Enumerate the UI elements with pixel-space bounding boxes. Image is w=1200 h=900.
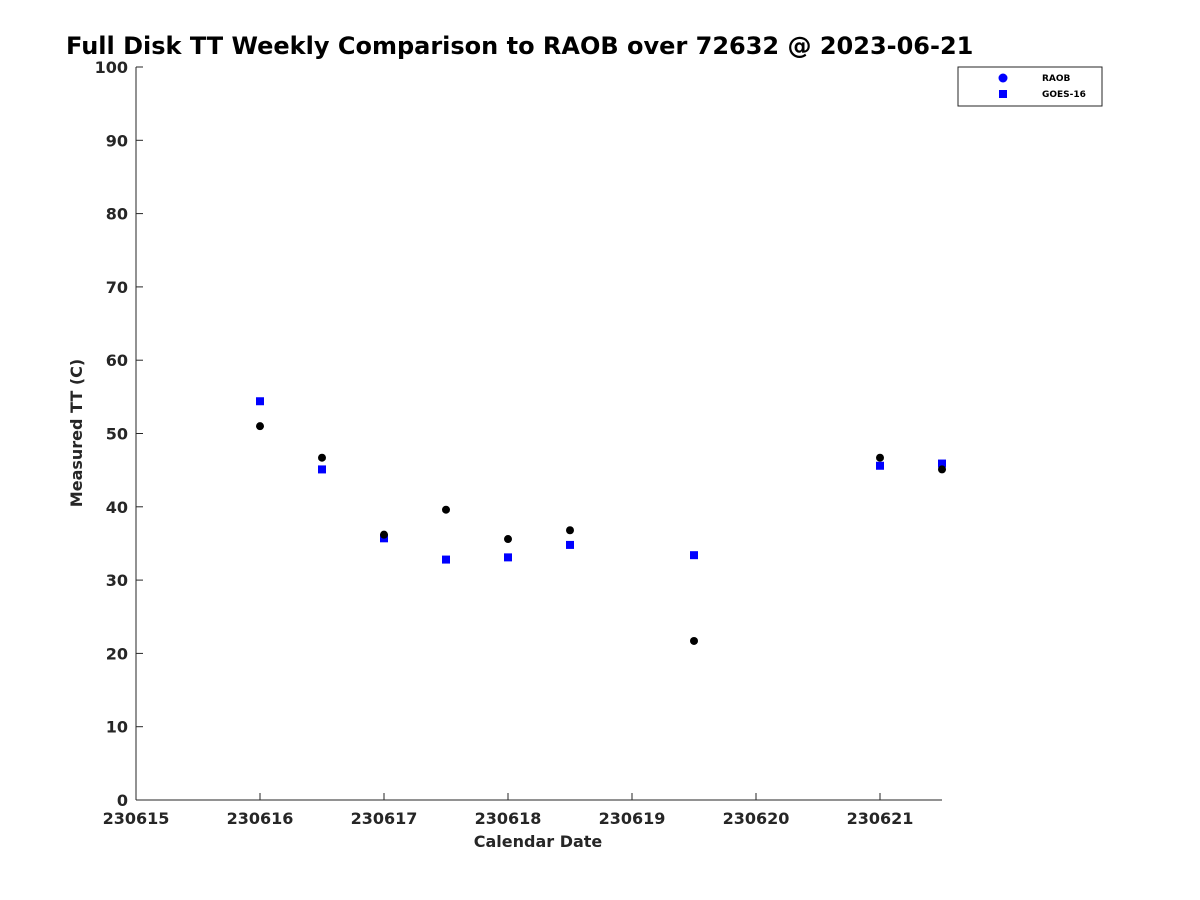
- y-axis-ticks: 0 10 20 30 40 50 60 70 80 90 100: [95, 58, 143, 810]
- x-tick-label: 230615: [103, 809, 170, 828]
- y-tick-label: 90: [106, 131, 128, 150]
- raob-point: [690, 636, 698, 645]
- goes16-point: [256, 397, 264, 406]
- raob-point: [318, 453, 326, 462]
- raob-point: [380, 530, 388, 539]
- data-points: [256, 397, 946, 645]
- y-tick-label: 30: [106, 571, 128, 590]
- x-tick-label: 230616: [227, 809, 294, 828]
- raob-point: [504, 535, 512, 544]
- legend: RAOB GOES-16: [957, 66, 1103, 107]
- goes16-point: [690, 551, 698, 560]
- x-axis-label: Calendar Date: [474, 832, 603, 851]
- legend-marker-goes16: [999, 90, 1007, 98]
- goes16-point: [318, 465, 326, 474]
- legend-label-goes16: GOES-16: [1042, 90, 1086, 100]
- y-tick-label: 0: [117, 791, 128, 810]
- axes: [135, 67, 942, 801]
- x-tick-label: 230617: [351, 809, 418, 828]
- goes16-point: [504, 553, 512, 562]
- y-tick-label: 50: [106, 425, 128, 444]
- y-tick-label: 80: [106, 205, 128, 224]
- y-tick-label: 100: [95, 58, 128, 77]
- y-tick-label: 20: [106, 644, 128, 663]
- x-axis-ticks: 230615 230616 230617 230618 230619 230620 2306…: [103, 793, 914, 828]
- raob-point: [566, 526, 574, 535]
- legend-marker-raob: [998, 73, 1008, 83]
- goes16-point: [566, 540, 574, 549]
- y-tick-label: 70: [106, 278, 128, 297]
- x-tick-label: 230619: [599, 809, 666, 828]
- legend-label-raob: RAOB: [1042, 74, 1071, 84]
- raob-point: [256, 422, 264, 431]
- goes16-point: [876, 461, 884, 470]
- x-tick-label: 230621: [847, 809, 914, 828]
- raob-point: [442, 505, 450, 514]
- x-tick-label: 230618: [475, 809, 542, 828]
- y-axis-label: Measured TT (C): [67, 359, 86, 507]
- x-tick-label: 230620: [723, 809, 790, 828]
- raob-point: [876, 453, 884, 462]
- y-tick-label: 10: [106, 718, 128, 737]
- raob-point: [938, 465, 946, 474]
- y-tick-label: 60: [106, 351, 128, 370]
- legend-box: [957, 66, 1103, 107]
- chart-title: Full Disk TT Weekly Comparison to RAOB o…: [66, 32, 973, 60]
- y-tick-label: 40: [106, 498, 128, 517]
- goes16-point: [442, 555, 450, 564]
- goes16-point: [938, 459, 946, 468]
